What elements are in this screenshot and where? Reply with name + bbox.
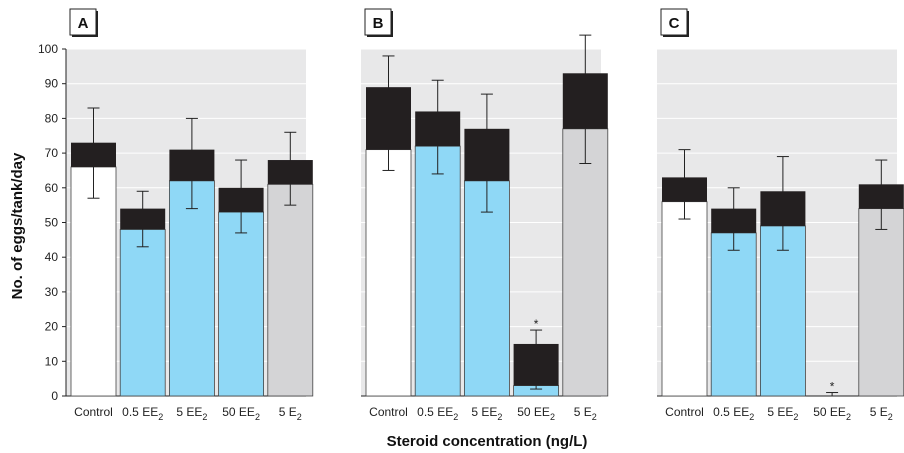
bar-cap <box>464 128 510 181</box>
y-tick-label: 90 <box>45 77 59 91</box>
bar-cap <box>169 149 215 181</box>
bar-cap <box>366 87 411 150</box>
bar <box>858 208 904 397</box>
bar <box>168 180 215 397</box>
x-tick-label-subscript: 2 <box>255 412 260 422</box>
bar-cap <box>71 142 116 167</box>
bar <box>710 232 757 397</box>
bar <box>760 225 806 397</box>
x-tick-label-subscript: 2 <box>550 412 555 422</box>
x-tick-label: 50 EE2 <box>222 405 260 422</box>
bar <box>562 128 609 397</box>
y-tick-label: 30 <box>45 285 59 299</box>
bar <box>267 183 314 397</box>
y-tick-label: 60 <box>45 181 59 195</box>
x-tick-label: 0.5 EE2 <box>713 405 754 422</box>
x-tick-label: 5 E2 <box>279 405 302 422</box>
x-tick-label-subscript: 2 <box>846 412 851 422</box>
x-tick-label: 5 EE2 <box>176 405 207 422</box>
bar <box>119 229 166 397</box>
bar <box>414 145 461 397</box>
y-tick-label: 50 <box>45 216 59 230</box>
y-axis: 0 10 20 30 40 50 60 70 80 90 100 <box>38 42 66 403</box>
panels-layer: A Control 0.5 EE2 5 EE2 50 EE2 5 E2 B Control 0.… <box>65 8 904 422</box>
bar-cap <box>662 177 707 202</box>
bar <box>70 166 117 397</box>
x-tick-label: Control <box>74 405 113 419</box>
x-tick-label-subscript: 2 <box>497 412 502 422</box>
y-axis-title: No. of eggs/tank/day <box>9 152 26 299</box>
y-tick-label: 70 <box>45 146 59 160</box>
x-tick-label: 5 E2 <box>870 405 893 422</box>
bar-cap <box>415 111 461 147</box>
bar-cap <box>513 343 559 386</box>
x-tick-label: 5 E2 <box>574 405 597 422</box>
bar-cap <box>218 187 264 213</box>
y-tick-label: 10 <box>45 354 59 368</box>
x-tick-label: 0.5 EE2 <box>122 405 163 422</box>
significance-marker: * <box>830 380 835 394</box>
x-tick-label-subscript: 2 <box>749 412 754 422</box>
x-tick-label-subscript: 2 <box>202 412 207 422</box>
panel-label: A <box>78 15 89 32</box>
bar <box>365 149 412 397</box>
panel-a: A Control 0.5 EE2 5 EE2 50 EE2 5 E2 <box>65 8 314 422</box>
x-tick-label: 50 EE2 <box>517 405 555 422</box>
x-tick-label: Control <box>665 405 704 419</box>
x-tick-label: Control <box>369 405 408 419</box>
x-tick-label: 50 EE2 <box>813 405 851 422</box>
y-tick-label: 100 <box>38 42 58 56</box>
x-tick-label-subscript: 2 <box>888 412 893 422</box>
x-tick-label: 5 EE2 <box>471 405 502 422</box>
x-tick-label-subscript: 2 <box>297 412 302 422</box>
panel-c: C Control 0.5 EE2 5 EE2 * 50 EE2 5 E2 <box>657 8 904 422</box>
bar-cap <box>267 160 313 185</box>
x-tick-label: 5 EE2 <box>767 405 798 422</box>
bar-cap <box>711 208 757 233</box>
panel-label: B <box>373 15 384 32</box>
bar-cap <box>760 191 806 226</box>
x-tick-label-subscript: 2 <box>793 412 798 422</box>
x-tick-label-subscript: 2 <box>453 412 458 422</box>
panel-letter-box <box>660 8 688 36</box>
bar <box>661 201 708 397</box>
x-tick-label: 0.5 EE2 <box>417 405 458 422</box>
panel-b: B Control 0.5 EE2 5 EE2 * 50 EE2 5 E2 <box>361 8 609 422</box>
bar-cap <box>120 208 166 230</box>
x-tick-label-subscript: 2 <box>158 412 163 422</box>
bar-cap <box>858 184 904 209</box>
bar <box>218 211 265 397</box>
y-tick-label: 80 <box>45 111 59 125</box>
bar-cap <box>562 73 608 129</box>
bar <box>463 180 510 397</box>
x-tick-label-subscript: 2 <box>592 412 597 422</box>
y-tick-label: 20 <box>45 320 59 334</box>
panel-label: C <box>669 15 680 32</box>
y-tick-label: 0 <box>51 389 58 403</box>
panel-letter-box <box>69 8 97 36</box>
significance-marker: * <box>534 317 539 331</box>
x-axis-title: Steroid concentration (ng/L) <box>387 433 588 450</box>
panel-letter-box <box>364 8 392 36</box>
y-tick-label: 40 <box>45 250 59 264</box>
